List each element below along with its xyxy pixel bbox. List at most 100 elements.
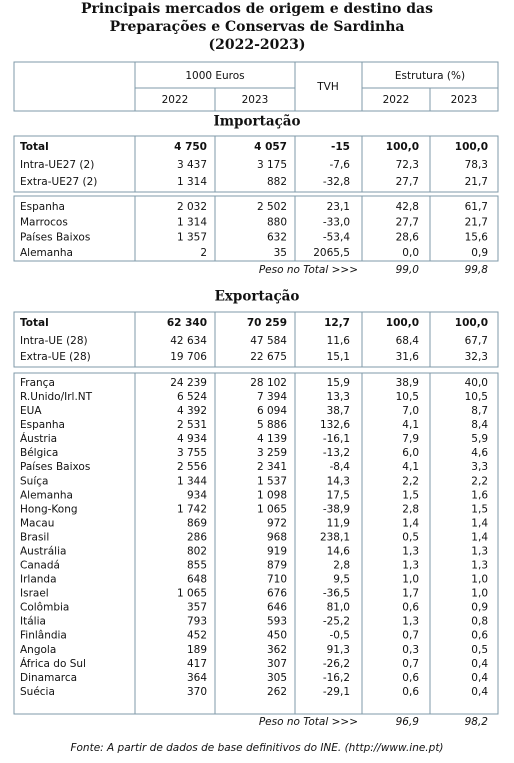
cell: 42 634 xyxy=(170,335,207,347)
cell: 934 xyxy=(187,489,207,501)
cell: 1 742 xyxy=(177,503,207,515)
cell: 869 xyxy=(187,517,207,529)
cell: 855 xyxy=(187,560,207,572)
cell: 17,5 xyxy=(327,489,350,501)
table-box xyxy=(13,372,499,715)
row-label: Hong-Kong xyxy=(20,503,78,515)
cell: 802 xyxy=(187,545,207,557)
cell: 0,4 xyxy=(471,686,488,698)
cell: -36,5 xyxy=(323,588,350,600)
row-label: Áustria xyxy=(20,432,57,445)
cell: 23,1 xyxy=(327,201,350,213)
cell: 27,7 xyxy=(396,216,419,228)
section-title: Importação xyxy=(213,114,300,130)
cell: 3 755 xyxy=(177,447,207,459)
cell: 262 xyxy=(267,686,287,698)
cell: 7,9 xyxy=(402,433,419,445)
cell: 28 102 xyxy=(250,377,287,389)
cell: 0,6 xyxy=(402,602,419,614)
cell: 28,6 xyxy=(396,232,420,244)
cell: 5,9 xyxy=(471,433,488,445)
cell: 0,3 xyxy=(402,644,419,656)
cell: 1,5 xyxy=(402,489,419,501)
cell: 1 357 xyxy=(177,232,207,244)
row-label: Colômbia xyxy=(20,602,69,614)
row-label: Extra-UE (28) xyxy=(20,351,91,363)
section-title: Exportação xyxy=(215,289,300,305)
cell: 6,0 xyxy=(402,447,419,459)
cell: 1 344 xyxy=(177,475,207,487)
cell: 70 259 xyxy=(247,317,287,329)
cell: -25,2 xyxy=(323,616,350,628)
cell: 40,0 xyxy=(465,377,488,389)
cell: 364 xyxy=(187,672,207,684)
cell: 882 xyxy=(267,176,287,188)
cell: 3 259 xyxy=(257,447,287,459)
cell: 11,9 xyxy=(327,517,350,529)
cell: 0,7 xyxy=(402,658,419,670)
cell: 1 314 xyxy=(177,176,207,188)
cell: 38,9 xyxy=(396,377,419,389)
row-label: R.Unido/Irl.NT xyxy=(20,391,93,403)
header-year: 2023 xyxy=(242,94,269,106)
cell: -16,1 xyxy=(323,433,350,445)
peso-label: Peso no Total >>> xyxy=(259,264,358,276)
cell: 1,3 xyxy=(402,545,419,557)
row-label: Austrália xyxy=(20,545,66,557)
cell: -8,4 xyxy=(330,461,351,473)
row-label: Intra-UE (28) xyxy=(20,335,88,347)
cell: 91,3 xyxy=(327,644,350,656)
row-label: França xyxy=(20,377,55,389)
cell: 14,3 xyxy=(327,475,350,487)
row-label: Canadá xyxy=(20,560,60,572)
cell: 100,0 xyxy=(386,141,419,153)
cell: 2 556 xyxy=(177,461,207,473)
row-label: EUA xyxy=(20,405,42,417)
cell: 1,7 xyxy=(402,588,419,600)
cell: 8,4 xyxy=(471,419,488,431)
cell: 11,6 xyxy=(327,335,351,347)
cell: 286 xyxy=(187,531,207,543)
cell: 0,9 xyxy=(471,602,488,614)
cell: 357 xyxy=(187,602,207,614)
row-label: Alemanha xyxy=(20,247,73,259)
header-group: Estrutura (%) xyxy=(395,70,465,82)
cell: 1,0 xyxy=(471,588,488,600)
cell: 47 584 xyxy=(250,335,287,347)
cell: -29,1 xyxy=(323,686,350,698)
header-box xyxy=(13,61,499,112)
cell: 2 531 xyxy=(177,419,207,431)
cell: -15 xyxy=(331,141,350,153)
cell: 1,3 xyxy=(402,616,419,628)
row-label: Espanha xyxy=(20,201,65,213)
row-label: Intra-UE27 (2) xyxy=(20,159,94,171)
row-label: Suíça xyxy=(20,475,48,487)
cell: 919 xyxy=(267,545,287,557)
cell: 2065,5 xyxy=(313,247,350,259)
cell: 22 675 xyxy=(250,351,287,363)
row-label: Alemanha xyxy=(20,489,73,501)
cell: 1,5 xyxy=(471,503,488,515)
cell: 0,5 xyxy=(402,531,419,543)
cell: 450 xyxy=(267,630,287,642)
cell: 67,7 xyxy=(465,335,488,347)
title-line: Preparações e Conservas de Sardinha xyxy=(110,18,405,35)
cell: 972 xyxy=(267,517,287,529)
row-label: Finlândia xyxy=(20,630,67,642)
header-year: 2023 xyxy=(451,94,478,106)
cell: 19 706 xyxy=(170,351,207,363)
cell: 1,4 xyxy=(402,517,419,529)
cell: -32,8 xyxy=(323,176,350,188)
cell: 1,3 xyxy=(402,560,419,572)
cell: 12,7 xyxy=(324,317,350,329)
header-tvh: TVH xyxy=(316,81,339,93)
table-box xyxy=(13,311,499,368)
cell: 2,2 xyxy=(471,475,488,487)
row-label: Extra-UE27 (2) xyxy=(20,176,97,188)
cell: 61,7 xyxy=(465,201,488,213)
cell: 6 524 xyxy=(177,391,207,403)
cell: 13,3 xyxy=(327,391,350,403)
cell: 370 xyxy=(187,686,207,698)
cell: 2 xyxy=(200,247,207,259)
